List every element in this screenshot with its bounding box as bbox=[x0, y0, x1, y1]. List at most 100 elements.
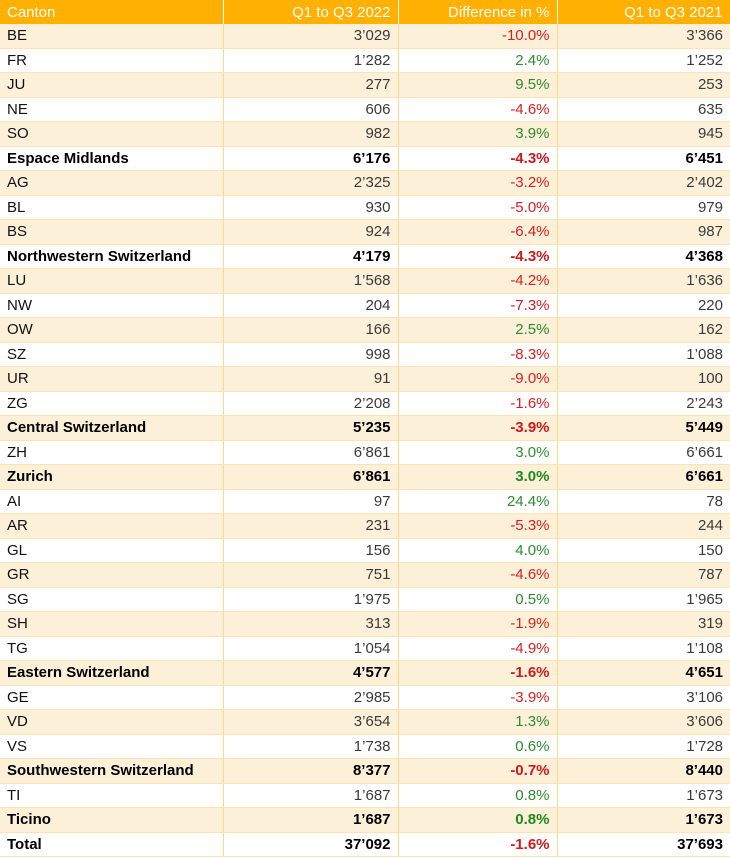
cell-q1-q3-2022: 8’377 bbox=[223, 758, 399, 784]
table-row-subtotal: Central Switzerland 5’235 -3.9% 5’449 bbox=[0, 415, 730, 441]
cell-difference: -1.6% bbox=[398, 391, 558, 416]
cell-q1-q3-2021: 1’636 bbox=[557, 268, 730, 294]
cell-difference: 3.9% bbox=[398, 121, 558, 147]
cell-q1-q3-2022: 156 bbox=[223, 538, 399, 563]
cell-canton: BE bbox=[0, 24, 224, 49]
header-canton: Canton bbox=[0, 0, 224, 24]
cell-difference: -3.9% bbox=[398, 685, 558, 710]
table-row: JU 277 9.5% 253 bbox=[0, 72, 730, 98]
cell-q1-q3-2022: 1’975 bbox=[223, 587, 399, 612]
cell-q1-q3-2021: 3’606 bbox=[557, 709, 730, 735]
table-row-subtotal: Eastern Switzerland 4’577 -1.6% 4’651 bbox=[0, 660, 730, 686]
cell-q1-q3-2022: 1’687 bbox=[223, 783, 399, 808]
cell-canton: JU bbox=[0, 72, 224, 98]
table-row: GL 156 4.0% 150 bbox=[0, 538, 730, 563]
table-body: BE 3’029 -10.0% 3’366 FR 1’282 2.4% 1’252 JU 277 9… bbox=[0, 24, 730, 857]
cell-q1-q3-2021: 3’106 bbox=[557, 685, 730, 710]
cell-q1-q3-2022: 751 bbox=[223, 562, 399, 588]
cell-difference: -1.6% bbox=[398, 660, 558, 686]
cell-canton: SZ bbox=[0, 342, 224, 367]
cell-q1-q3-2021: 1’108 bbox=[557, 636, 730, 661]
cell-q1-q3-2021: 244 bbox=[557, 513, 730, 539]
table-row-subtotal: Southwestern Switzerland 8’377 -0.7% 8’440 bbox=[0, 758, 730, 784]
table-row: FR 1’282 2.4% 1’252 bbox=[0, 48, 730, 73]
table-row: TG 1’054 -4.9% 1’108 bbox=[0, 636, 730, 661]
cell-q1-q3-2022: 1’687 bbox=[223, 807, 399, 833]
cell-q1-q3-2021: 635 bbox=[557, 97, 730, 122]
cell-q1-q3-2021: 5’449 bbox=[557, 415, 730, 441]
cell-q1-q3-2022: 1’054 bbox=[223, 636, 399, 661]
cell-canton: AR bbox=[0, 513, 224, 539]
cell-canton: SG bbox=[0, 587, 224, 612]
cell-canton: ZG bbox=[0, 391, 224, 416]
cell-difference: -3.2% bbox=[398, 170, 558, 196]
cell-difference: -10.0% bbox=[398, 24, 558, 49]
cell-q1-q3-2022: 1’282 bbox=[223, 48, 399, 73]
cell-q1-q3-2022: 313 bbox=[223, 611, 399, 637]
cell-difference: -9.0% bbox=[398, 366, 558, 392]
cell-q1-q3-2021: 150 bbox=[557, 538, 730, 563]
cell-q1-q3-2021: 1’965 bbox=[557, 587, 730, 612]
table-row: ZG 2’208 -1.6% 2’243 bbox=[0, 391, 730, 416]
cell-canton: BL bbox=[0, 195, 224, 220]
table-row-subtotal: Northwestern Switzerland 4’179 -4.3% 4’368 bbox=[0, 244, 730, 269]
cell-canton: AI bbox=[0, 489, 224, 514]
cell-q1-q3-2022: 998 bbox=[223, 342, 399, 367]
cell-canton: ZH bbox=[0, 440, 224, 465]
table-row: LU 1’568 -4.2% 1’636 bbox=[0, 268, 730, 294]
cell-q1-q3-2021: 2’243 bbox=[557, 391, 730, 416]
cell-difference: 2.5% bbox=[398, 317, 558, 343]
cell-canton: Total bbox=[0, 832, 224, 857]
cell-q1-q3-2021: 253 bbox=[557, 72, 730, 98]
cell-q1-q3-2022: 37’092 bbox=[223, 832, 399, 857]
cell-canton: VD bbox=[0, 709, 224, 735]
cell-q1-q3-2022: 277 bbox=[223, 72, 399, 98]
table-row: SO 982 3.9% 945 bbox=[0, 121, 730, 147]
cell-q1-q3-2021: 319 bbox=[557, 611, 730, 637]
table-row: SG 1’975 0.5% 1’965 bbox=[0, 587, 730, 612]
cell-canton: VS bbox=[0, 734, 224, 759]
table-row: GE 2’985 -3.9% 3’106 bbox=[0, 685, 730, 710]
cell-q1-q3-2021: 2’402 bbox=[557, 170, 730, 196]
cell-q1-q3-2021: 1’088 bbox=[557, 342, 730, 367]
table-row: AI 97 24.4% 78 bbox=[0, 489, 730, 514]
cell-difference: 0.5% bbox=[398, 587, 558, 612]
cell-difference: -8.3% bbox=[398, 342, 558, 367]
table-row: SZ 998 -8.3% 1’088 bbox=[0, 342, 730, 367]
table-row-subtotal: Espace Midlands 6’176 -4.3% 6’451 bbox=[0, 146, 730, 171]
table-row: TI 1’687 0.8% 1’673 bbox=[0, 783, 730, 808]
cell-q1-q3-2021: 3’366 bbox=[557, 24, 730, 49]
cell-q1-q3-2021: 78 bbox=[557, 489, 730, 514]
cell-q1-q3-2022: 6’861 bbox=[223, 440, 399, 465]
cell-q1-q3-2021: 4’651 bbox=[557, 660, 730, 686]
table-row-subtotal: Ticino 1’687 0.8% 1’673 bbox=[0, 807, 730, 833]
cell-q1-q3-2022: 982 bbox=[223, 121, 399, 147]
table-row: NE 606 -4.6% 635 bbox=[0, 97, 730, 122]
cell-canton: Southwestern Switzerland bbox=[0, 758, 224, 784]
header-q1-q3-2021: Q1 to Q3 2021 bbox=[557, 0, 730, 24]
cell-canton: Espace Midlands bbox=[0, 146, 224, 171]
cell-q1-q3-2022: 231 bbox=[223, 513, 399, 539]
cell-q1-q3-2021: 1’728 bbox=[557, 734, 730, 759]
cell-canton: TI bbox=[0, 783, 224, 808]
cell-difference: -5.3% bbox=[398, 513, 558, 539]
cell-q1-q3-2022: 6’176 bbox=[223, 146, 399, 171]
table-row: AG 2’325 -3.2% 2’402 bbox=[0, 170, 730, 196]
cell-q1-q3-2021: 162 bbox=[557, 317, 730, 343]
cell-canton: Zurich bbox=[0, 464, 224, 490]
table-row: BL 930 -5.0% 979 bbox=[0, 195, 730, 220]
cell-q1-q3-2021: 4’368 bbox=[557, 244, 730, 269]
cell-difference: -5.0% bbox=[398, 195, 558, 220]
cell-difference: -1.9% bbox=[398, 611, 558, 637]
table-header-row: Canton Q1 to Q3 2022 Difference in % Q1 … bbox=[0, 0, 730, 24]
cell-difference: -4.3% bbox=[398, 146, 558, 171]
cell-q1-q3-2021: 979 bbox=[557, 195, 730, 220]
cell-difference: -4.3% bbox=[398, 244, 558, 269]
header-difference: Difference in % bbox=[398, 0, 558, 24]
cell-difference: -4.6% bbox=[398, 562, 558, 588]
cell-q1-q3-2022: 1’738 bbox=[223, 734, 399, 759]
cell-difference: -1.6% bbox=[398, 832, 558, 857]
table-row: SH 313 -1.9% 319 bbox=[0, 611, 730, 637]
cell-difference: 0.6% bbox=[398, 734, 558, 759]
table-row: UR 91 -9.0% 100 bbox=[0, 366, 730, 392]
